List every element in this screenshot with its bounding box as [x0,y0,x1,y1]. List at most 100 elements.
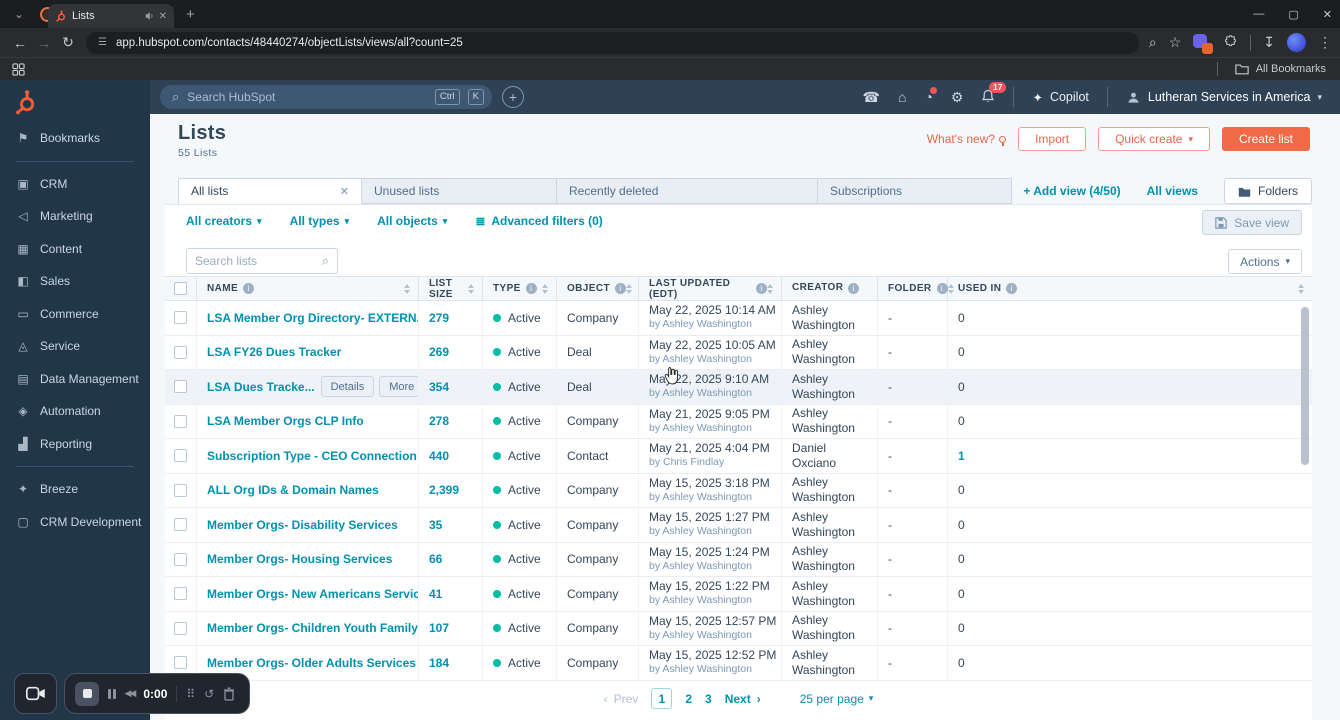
list-name-link[interactable]: LSA Dues Tracke... [207,379,315,394]
rewind-button[interactable]: ◀◀ [124,688,137,698]
calling-icon[interactable]: ☎ [862,89,880,105]
column-last-updated[interactable]: LAST UPDATED (EDT) i [639,277,782,300]
list-name-link[interactable]: Member Orgs- Children Youth Family Ser..… [207,621,418,636]
list-size-link[interactable]: 354 [429,379,450,394]
info-icon[interactable]: i [1006,283,1018,294]
save-view-button[interactable]: Save view [1202,210,1302,235]
list-size-link[interactable]: 35 [429,517,443,532]
account-menu[interactable]: Lutheran Services in America ▾ [1126,90,1322,105]
list-size-link[interactable]: 41 [429,586,443,601]
sidebar-item-automation[interactable]: ◈ Automation [0,395,150,428]
copilot-button[interactable]: ✦ Copilot [1032,90,1089,105]
table-row[interactable]: LSA Member Orgs CLP Info ▾ 278 Active Co… [165,404,1312,439]
search-lists-input[interactable] [195,254,322,268]
more-button[interactable]: More▾ [379,376,418,398]
table-row[interactable]: Member Orgs- Older Adults Services ▾ 184… [165,646,1312,681]
row-checkbox[interactable] [174,380,187,394]
extensions-puzzle-icon[interactable] [1223,35,1238,50]
close-view-icon[interactable]: ✕ [339,185,349,198]
row-checkbox[interactable] [174,414,187,428]
help-icon[interactable]: ◔ [924,87,937,104]
info-icon[interactable]: i [614,283,626,294]
list-name-link[interactable]: Member Orgs- New Americans Services [207,586,419,601]
sort-control[interactable] [1298,283,1304,294]
restart-recording-button[interactable]: ↺ [204,686,215,701]
hubspot-logo[interactable] [13,89,39,115]
next-page-button[interactable]: Next › [724,691,761,706]
camera-toggle-button[interactable] [14,673,57,714]
column-object[interactable]: OBJECT i [557,277,639,300]
all-objects-dropdown[interactable]: All objects ▾ [377,214,448,228]
window-close-button[interactable]: ✕ [1322,8,1332,21]
import-button[interactable]: Import [1018,127,1087,151]
list-size-link[interactable]: 2,399 [429,483,460,498]
list-name-link[interactable]: Subscription Type - CEO Connection [207,448,417,463]
sidebar-item-crm[interactable]: ▣ CRM [0,168,150,201]
forward-button[interactable]: → [37,34,51,51]
row-checkbox[interactable] [174,552,187,566]
notifications-bell-icon[interactable]: 17 [981,82,1007,105]
quick-create-button[interactable]: Quick create ▾ [1098,127,1210,151]
sort-control[interactable] [947,283,954,294]
list-size-link[interactable]: 278 [429,414,450,429]
column-folder[interactable]: FOLDER i [878,277,954,300]
sidebar-item-breeze[interactable]: ✦ Breeze [0,473,150,506]
table-row[interactable]: LSA FY26 Dues Tracker ▾ 269 Active Deal … [165,335,1312,370]
whats-new-link[interactable]: What's new? [927,132,1007,146]
sort-control[interactable] [767,283,773,294]
create-list-button[interactable]: Create list [1221,127,1310,151]
row-checkbox[interactable] [174,621,187,635]
column-name[interactable]: NAME i [197,277,419,300]
sidebar-item-commerce[interactable]: ▭ Commerce [0,298,150,331]
browser-avatar[interactable] [1287,33,1306,52]
apps-grid-icon[interactable] [12,62,25,76]
row-checkbox[interactable] [174,345,187,359]
downloads-icon[interactable]: ↧ [1263,34,1275,50]
marketplace-icon[interactable]: ⌂ [897,89,907,105]
table-row[interactable]: LSA Member Org Directory- EXTERNAL ▾ 279… [165,301,1312,336]
table-scrollbar[interactable] [1301,303,1309,676]
stop-recording-button[interactable] [75,681,99,706]
list-size-link[interactable]: 66 [429,552,443,567]
global-search[interactable]: ⌕ Ctrl K [160,85,492,109]
quick-add-button[interactable]: + [502,86,524,108]
sidebar-item-reporting[interactable]: ▟ Reporting [0,428,150,461]
info-icon[interactable]: i [848,283,860,294]
table-row[interactable]: LSA Dues Tracke... Details More▾ 354 Act… [165,370,1312,405]
window-maximize-button[interactable]: ▢ [1288,8,1299,21]
settings-gear-icon[interactable]: ⚙ [950,89,964,105]
list-size-link[interactable]: 279 [429,310,450,325]
reload-button[interactable]: ↻ [62,34,74,50]
tab-subscriptions[interactable]: Subscriptions [818,178,1012,204]
password-extension-icon[interactable] [1193,33,1214,54]
sidebar-item-content[interactable]: ▦ Content [0,233,150,266]
sort-control[interactable] [468,283,474,294]
list-name-link[interactable]: ALL Org IDs & Domain Names [207,483,379,498]
info-icon[interactable]: i [936,283,948,294]
list-name-link[interactable]: LSA Member Org Directory- EXTERNAL [207,310,419,325]
table-row[interactable]: Member Orgs- Housing Services ▾ 66 Activ… [165,542,1312,577]
sort-control[interactable] [404,283,410,294]
tab-recently-deleted[interactable]: Recently deleted [557,178,818,204]
row-checkbox[interactable] [174,449,187,463]
column-list-size[interactable]: LIST SIZE [419,277,483,300]
delete-recording-button[interactable] [223,687,235,701]
list-size-link[interactable]: 184 [429,655,450,670]
all-bookmarks-button[interactable]: All Bookmarks [1255,63,1326,75]
list-size-link[interactable]: 440 [429,448,450,463]
bookmark-star-icon[interactable]: ☆ [1168,34,1182,50]
per-page-dropdown[interactable]: 25 per page ▾ [799,691,874,706]
site-settings-icon[interactable]: ☰ [98,37,107,48]
pause-recording-button[interactable] [108,688,116,699]
page-2-button[interactable]: 2 [685,691,693,706]
column-type[interactable]: TYPE i [483,277,557,300]
details-button[interactable]: Details [320,376,375,398]
info-icon[interactable]: i [243,283,255,294]
sort-control[interactable] [625,283,632,294]
all-views-link[interactable]: All views [1146,184,1198,198]
all-creators-dropdown[interactable]: All creators ▾ [186,214,262,228]
browser-tab[interactable]: Lists ✕ [48,4,174,28]
sidebar-item-service[interactable]: ◬ Service [0,330,150,363]
add-view-link[interactable]: + Add view (4/50) [1023,184,1121,198]
sidebar-item-sales[interactable]: ◧ Sales [0,265,150,298]
